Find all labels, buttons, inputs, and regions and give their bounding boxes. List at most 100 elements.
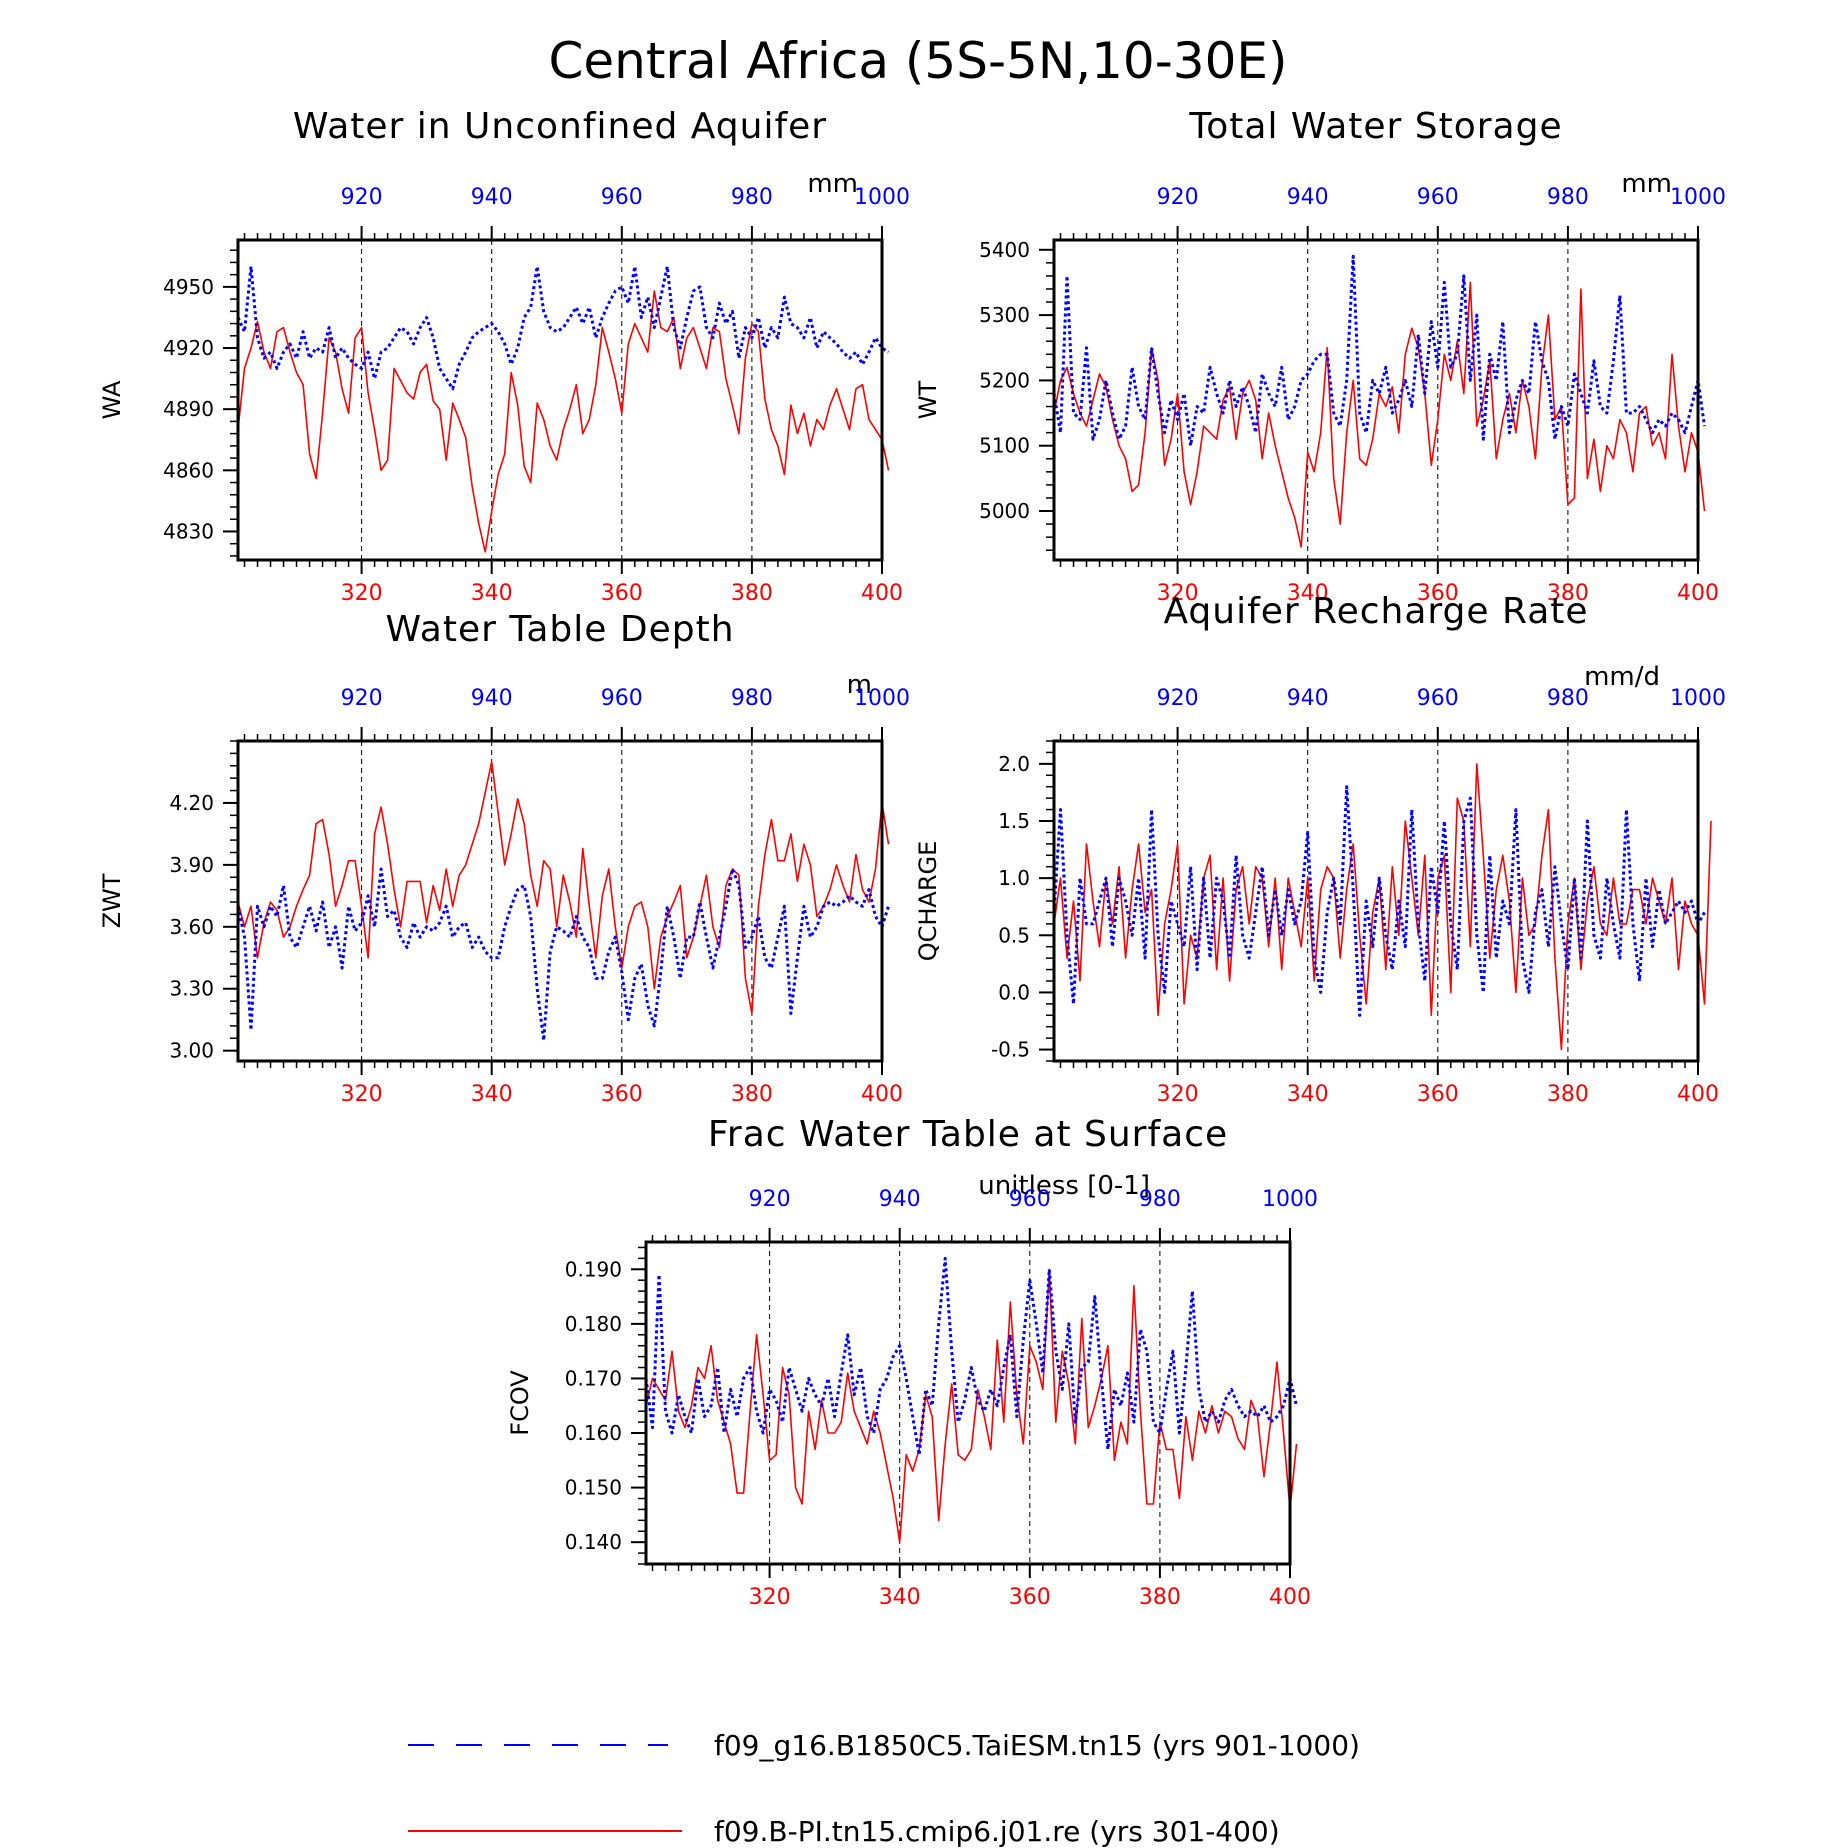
series-line-red [645,1268,1298,1543]
y-axis-label: WA [98,380,126,419]
y-tick-label: 4890 [163,397,214,421]
x-tick-label: 320 [341,1082,383,1107]
legend-label-red: f09.B-PI.tn15.cmip6.j01.re (yrs 301-400) [714,1815,1280,1848]
panel-title: Aquifer Recharge Rate [1163,591,1588,632]
x-tick-label: 380 [1547,1082,1589,1107]
y-tick-label: 4830 [163,519,214,543]
y-tick-label: 3.60 [169,915,214,939]
y-tick-label: 3.30 [169,977,214,1001]
x-tick-label: 380 [731,1082,773,1107]
x-top-tick-label: 1000 [1670,185,1726,210]
x-top-tick-label: 940 [1287,686,1329,711]
units-label: unitless [0-1] [978,1171,1150,1201]
panel-3: Water Table Depth m ZWT 320 340 360 380 400 920 9… [98,609,910,1107]
y-tick-label: 5400 [979,238,1030,262]
x-tick-label: 320 [341,581,383,606]
x-top-tick-label: 940 [879,1187,921,1212]
x-top-tick-label: 940 [471,686,513,711]
x-top-tick-label: 980 [1547,185,1589,210]
x-top-tick-label: 980 [1547,686,1589,711]
x-top-tick-label: 920 [1157,686,1199,711]
x-top-tick-label: 920 [341,185,383,210]
y-tick-label: 0.5 [998,923,1030,947]
x-tick-label: 340 [1287,581,1329,606]
y-tick-label: 0.0 [998,980,1030,1004]
x-top-tick-label: 1000 [1670,686,1726,711]
x-top-tick-label: 920 [341,686,383,711]
x-tick-label: 360 [1009,1585,1051,1610]
x-tick-label: 340 [471,581,513,606]
x-tick-label: 360 [601,1082,643,1107]
series-line-red [237,760,890,1015]
panel-title: Total Water Storage [1188,106,1562,147]
panel-title: Frac Water Table at Surface [708,1114,1228,1155]
x-tick-label: 380 [1139,1585,1181,1610]
x-top-tick-label: 980 [731,686,773,711]
series-line-blue [1052,785,1706,1017]
y-tick-label: 4920 [163,336,214,360]
y-axis-label: QCHARGE [914,841,942,962]
series-line-blue [236,265,890,391]
x-tick-label: 340 [471,1082,513,1107]
legend: f09_g16.B1850C5.TaiESM.tn15 (yrs 901-100… [408,1729,1360,1848]
series-line-red [1053,281,1706,548]
x-tick-label: 360 [1417,1082,1459,1107]
x-tick-label: 400 [1677,581,1719,606]
series-line-blue [236,867,890,1042]
legend-label-blue: f09_g16.B1850C5.TaiESM.tn15 (yrs 901-100… [714,1729,1360,1762]
x-tick-label: 380 [1547,581,1589,606]
units-label: m [847,670,872,700]
x-top-tick-label: 960 [601,686,643,711]
units-label: mm/d [1584,662,1660,692]
panel-title: Water Table Depth [385,609,734,650]
panel-title: Water in Unconfined Aquifer [293,106,827,147]
x-tick-label: 400 [861,1082,903,1107]
y-tick-label: 3.00 [169,1039,214,1063]
x-tick-label: 380 [731,581,773,606]
y-tick-label: 5100 [979,434,1030,458]
x-top-tick-label: 960 [1009,1187,1051,1212]
figure-title: Central Africa (5S-5N,10-30E) [548,32,1287,90]
x-top-tick-label: 960 [601,185,643,210]
units-label: mm [807,169,858,199]
series-line-red [1053,763,1712,1051]
y-tick-label: -0.5 [991,1038,1030,1062]
y-tick-label: 0.140 [565,1530,622,1554]
y-tick-label: 5000 [979,499,1030,523]
y-tick-label: 0.150 [565,1476,622,1500]
y-tick-label: 2.0 [998,752,1030,776]
panels: Water in Unconfined Aquifer mm WA 320 340 360… [98,106,1726,1610]
y-axis-label: ZWT [98,873,126,928]
x-tick-label: 320 [749,1585,791,1610]
plot-frame [236,238,884,562]
x-top-tick-label: 940 [1287,185,1329,210]
series-line-red [237,290,890,553]
y-tick-label: 4950 [163,275,214,299]
x-tick-label: 360 [601,581,643,606]
y-tick-label: 3.90 [169,853,214,877]
y-tick-label: 0.190 [565,1257,622,1281]
y-tick-label: 5300 [979,303,1030,327]
units-label: mm [1621,169,1672,199]
panel-1: Water in Unconfined Aquifer mm WA 320 340 360… [98,106,910,606]
y-tick-label: 4.20 [169,791,214,815]
y-tick-label: 0.170 [565,1366,622,1390]
x-top-tick-label: 1000 [854,686,910,711]
x-top-tick-label: 960 [1417,686,1459,711]
y-tick-label: 4860 [163,458,214,482]
x-tick-label: 320 [1157,581,1199,606]
x-tick-label: 400 [1269,1585,1311,1610]
y-tick-label: 0.180 [565,1312,622,1336]
y-tick-label: 5200 [979,368,1030,392]
x-tick-label: 340 [879,1585,921,1610]
x-top-tick-label: 960 [1417,185,1459,210]
panel-2: Total Water Storage mm WT 320 340 360 380 400 92… [914,106,1726,606]
x-top-tick-label: 920 [1157,185,1199,210]
x-top-tick-label: 1000 [1262,1187,1318,1212]
plot-frame [236,739,884,1063]
y-axis-label: FCOV [506,1370,534,1436]
y-tick-label: 1.0 [998,866,1030,890]
plot-frame [644,1240,1292,1566]
x-top-tick-label: 980 [731,185,773,210]
